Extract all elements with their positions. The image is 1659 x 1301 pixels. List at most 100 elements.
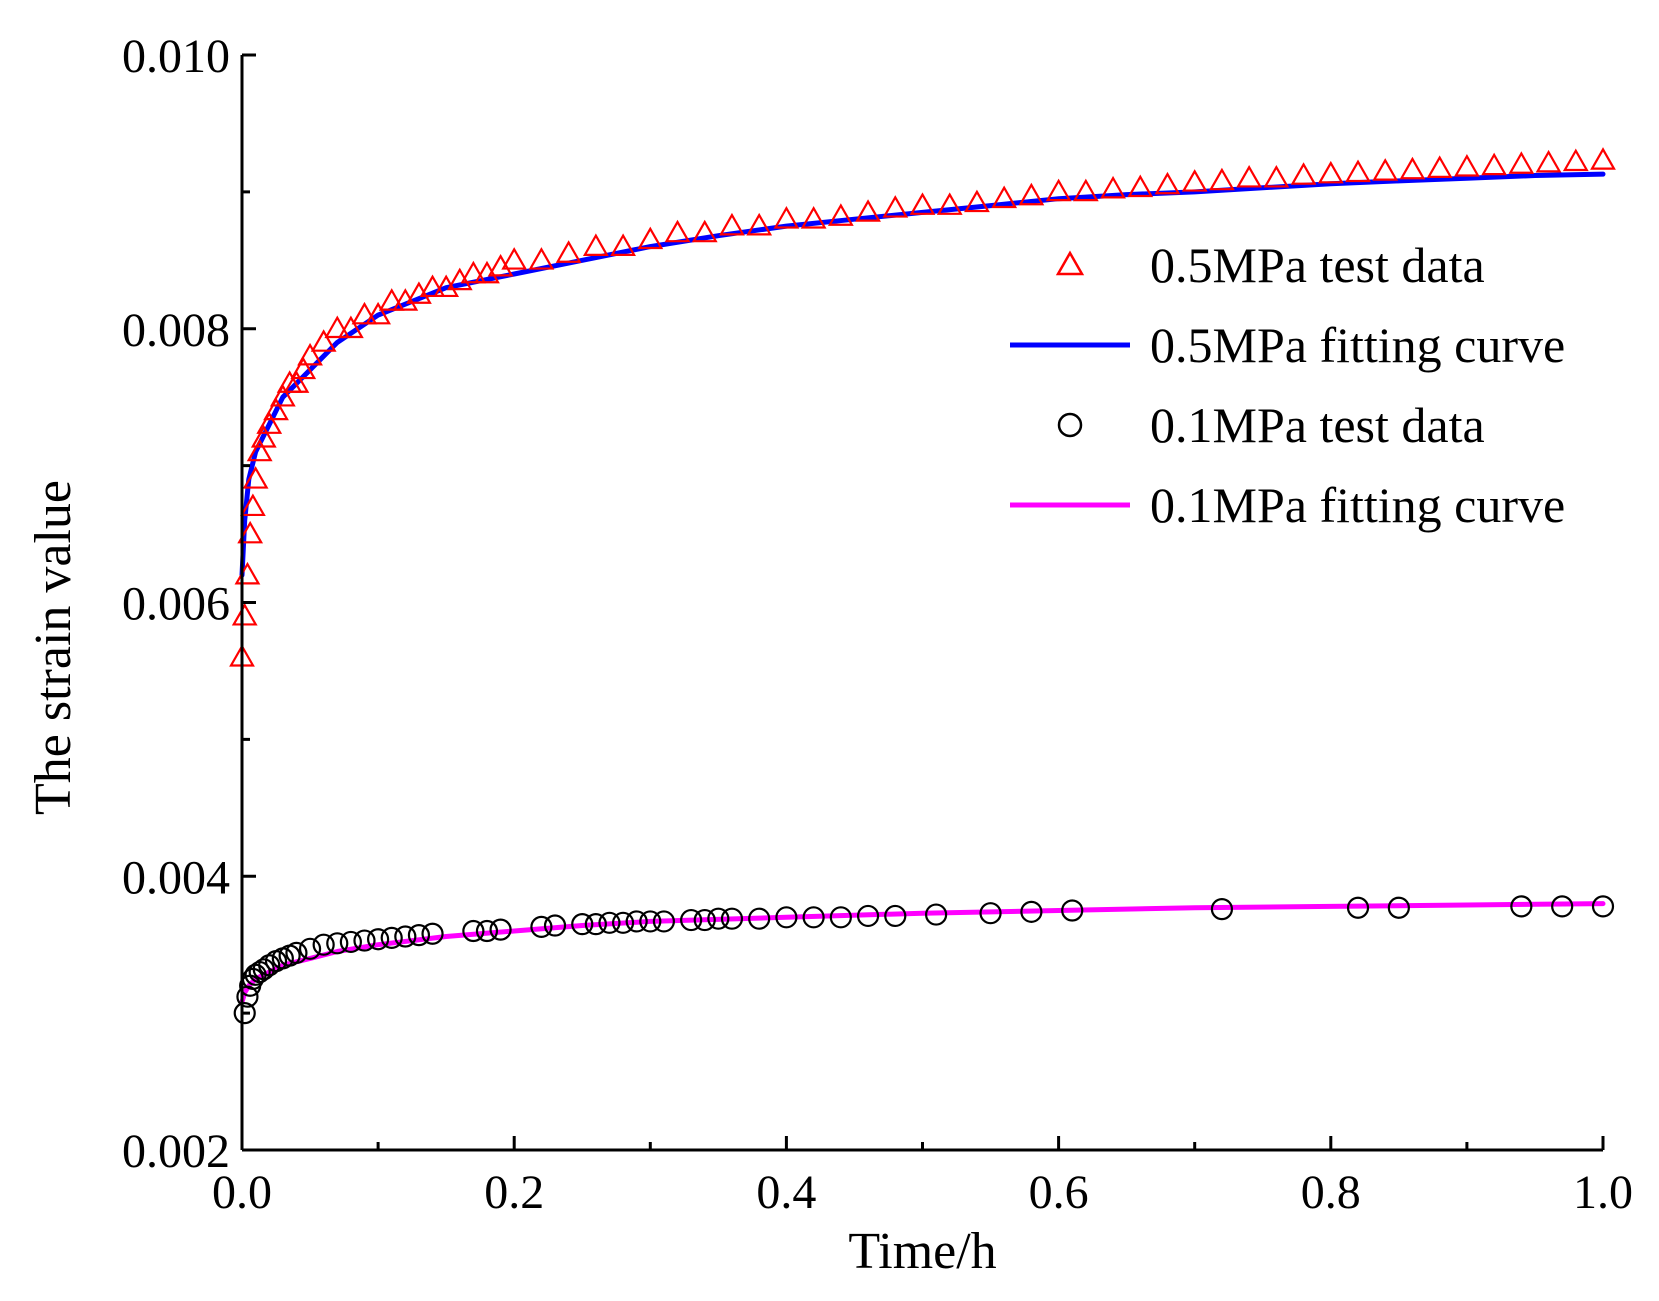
data-point-0-1mpa-test-data xyxy=(979,902,1002,925)
data-point-0-5mpa-test-data xyxy=(909,192,936,215)
data-point-0-5mpa-test-data xyxy=(1317,160,1344,184)
data-point-0-5mpa-test-data xyxy=(1127,174,1154,198)
data-point-0-1mpa-test-data xyxy=(1551,895,1574,918)
data-point-0-5mpa-test-data xyxy=(250,425,277,448)
data-point-0-1mpa-test-data xyxy=(394,925,417,948)
x-tick-label: 0.6 xyxy=(1029,1166,1089,1219)
data-point-0-1mpa-test-data xyxy=(298,937,322,960)
data-point-0-1mpa-test-data xyxy=(543,914,567,937)
y-tick-label: 0.002 xyxy=(122,1125,230,1178)
data-point-0-1mpa-test-data xyxy=(1591,895,1615,918)
data-point-0-5mpa-test-data xyxy=(882,195,909,218)
data-point-0-5mpa-test-data xyxy=(1072,178,1099,202)
data-point-0-1mpa-test-data xyxy=(1387,896,1410,919)
data-point-0-1mpa-test-data xyxy=(1210,897,1234,921)
legend-triangle-marker xyxy=(1055,250,1085,276)
data-point-0-1mpa-test-data xyxy=(312,933,335,956)
data-point-0-1mpa-test-data xyxy=(802,906,825,929)
data-point-0-1mpa-test-data xyxy=(720,907,744,930)
data-point-0-1mpa-test-data xyxy=(367,928,390,951)
data-point-0-5mpa-test-data xyxy=(800,206,827,229)
data-point-0-5mpa-test-data xyxy=(1508,151,1535,174)
data-point-0-5mpa-test-data xyxy=(365,301,391,325)
data-point-0-5mpa-test-data xyxy=(1372,158,1399,181)
data-point-0-1mpa-test-data xyxy=(584,913,607,936)
data-point-0-1mpa-test-data xyxy=(639,910,662,933)
data-point-0-1mpa-test-data xyxy=(353,929,376,952)
data-point-0-1mpa-test-data xyxy=(252,958,275,981)
data-point-0-5mpa-test-data xyxy=(324,315,351,339)
data-point-0-5mpa-test-data xyxy=(555,240,582,263)
y-tick-label: 0.006 xyxy=(122,578,230,631)
data-point-0-5mpa-test-data xyxy=(1454,154,1480,177)
data-point-0-5mpa-test-data xyxy=(433,274,460,298)
data-point-0-1mpa-test-data xyxy=(339,930,362,954)
legend-label: 0.1MPa fitting curve xyxy=(1150,477,1565,533)
y-tick-label: 0.010 xyxy=(122,30,230,83)
data-point-0-5mpa-test-data xyxy=(1018,182,1045,206)
data-point-0-5mpa-test-data xyxy=(283,370,310,393)
x-tick-label: 1.0 xyxy=(1573,1166,1633,1219)
data-point-0-5mpa-test-data xyxy=(501,247,528,270)
data-point-0-5mpa-test-data xyxy=(773,206,800,229)
data-point-0-5mpa-test-data xyxy=(1100,175,1126,199)
data-point-0-5mpa-test-data xyxy=(827,203,854,226)
data-point-0-5mpa-test-data xyxy=(242,466,269,489)
data-point-0-5mpa-test-data xyxy=(1290,162,1317,185)
data-point-0-5mpa-test-data xyxy=(460,260,487,284)
data-point-0-5mpa-test-data xyxy=(392,288,419,311)
data-point-0-1mpa-test-data xyxy=(748,907,771,930)
x-tick-label: 0.2 xyxy=(484,1166,544,1219)
tick-labels: 0.0 0.2 0.4 0.6 0.8 1.0 0.002 0.004 0.006 0.008 0.… xyxy=(122,30,1633,1219)
data-point-0-1mpa-test-data xyxy=(489,918,512,941)
data-point-0-1mpa-test-data xyxy=(407,924,431,947)
data-point-0-1mpa-test-data xyxy=(625,910,648,933)
data-point-0-5mpa-test-data xyxy=(263,397,289,421)
data-point-0-1mpa-test-data xyxy=(925,903,948,926)
data-point-0-5mpa-test-data xyxy=(351,301,378,325)
legend-label: 0.1MPa test data xyxy=(1150,397,1485,453)
data-point-0-5mpa-test-data xyxy=(637,226,664,250)
data-point-0-5mpa-test-data xyxy=(1209,167,1235,191)
data-point-0-1mpa-test-data xyxy=(233,1002,256,1025)
data-point-0-5mpa-test-data xyxy=(1562,148,1589,172)
data-point-0-5mpa-test-data xyxy=(487,253,514,277)
data-point-0-5mpa-test-data xyxy=(936,192,963,215)
data-point-0-1mpa-test-data xyxy=(598,911,621,934)
data-point-0-1mpa-test-data xyxy=(829,906,852,929)
data-point-0-5mpa-test-data xyxy=(310,329,337,352)
data-point-0-5mpa-test-data xyxy=(269,383,296,407)
data-point-0-1mpa-test-data xyxy=(611,911,635,934)
data-point-0-5mpa-test-data xyxy=(297,342,323,366)
data-point-0-1mpa-test-data xyxy=(380,926,403,949)
legend: 0.5MPa test data 0.5MPa fitting curve 0.1M… xyxy=(1010,237,1565,533)
data-point-0-5mpa-test-data xyxy=(746,212,773,236)
data-point-0-5mpa-test-data xyxy=(664,219,691,243)
y-tick-label: 0.004 xyxy=(122,851,230,904)
data-point-0-5mpa-test-data xyxy=(474,260,500,284)
data-point-0-5mpa-test-data xyxy=(610,233,636,256)
data-point-0-5mpa-test-data xyxy=(855,199,881,222)
data-point-0-5mpa-test-data xyxy=(1045,178,1072,202)
data-point-0-5mpa-test-data xyxy=(246,438,273,462)
data-point-0-5mpa-test-data xyxy=(964,189,990,213)
x-tick-label: 0.0 xyxy=(212,1166,272,1219)
data-point-0-5mpa-test-data xyxy=(1590,147,1616,170)
data-point-0-1mpa-test-data xyxy=(530,915,553,938)
x-axis-title: Time/h xyxy=(848,1223,996,1280)
data-point-0-5mpa-test-data xyxy=(582,233,609,256)
data-point-0-1mpa-test-data xyxy=(680,908,703,932)
legend-label: 0.5MPa fitting curve xyxy=(1150,317,1565,373)
data-markers xyxy=(229,147,1616,1025)
data-point-0-5mpa-test-data xyxy=(719,212,745,236)
data-point-0-5mpa-test-data xyxy=(337,315,364,339)
y-axis-title: The strain value xyxy=(25,480,82,815)
data-point-0-5mpa-test-data xyxy=(290,356,317,380)
data-point-0-1mpa-test-data xyxy=(1020,900,1043,923)
data-point-0-5mpa-test-data xyxy=(1236,164,1263,188)
data-point-0-1mpa-test-data xyxy=(856,904,880,928)
axes xyxy=(240,53,1605,1152)
data-point-0-1mpa-test-data xyxy=(326,932,349,955)
